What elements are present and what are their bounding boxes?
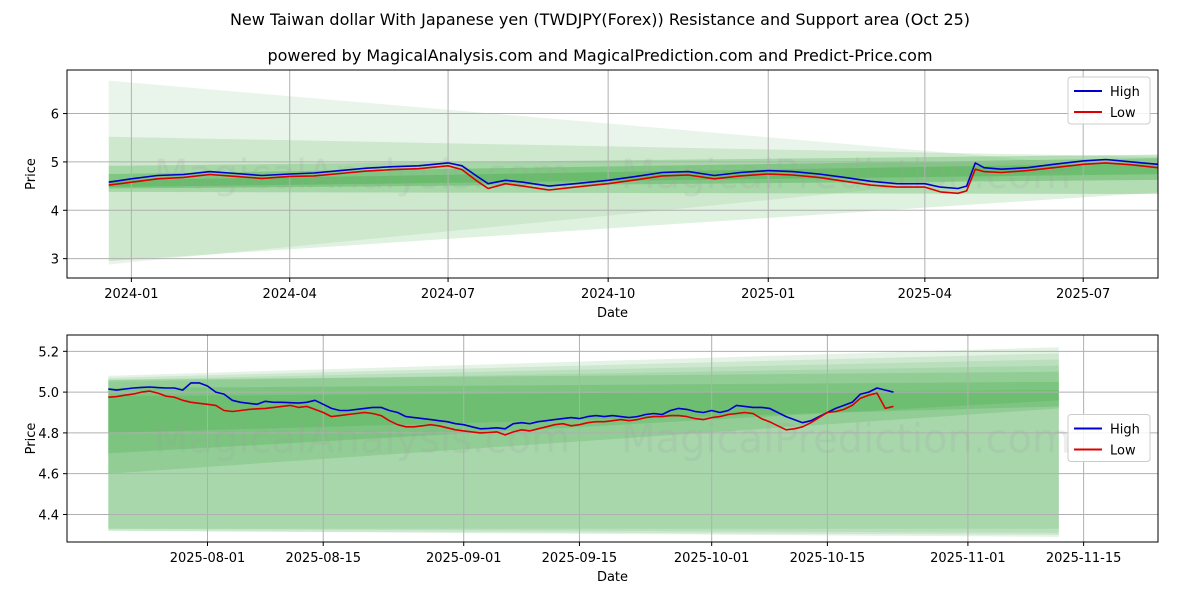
top-x-tick-label-5: 2025-01 [741,287,795,302]
top-series [108,158,1158,195]
bottom-y-axis-label: Price [24,423,39,455]
bottom-x-tick-label-8: 2025-11-15 [1046,551,1122,566]
top-legend-label-high: High [1110,85,1140,100]
top-band-1 [108,80,1084,265]
bottom-x-tick-label-2: 2025-08-15 [285,551,361,566]
bottom-x-tick-label-3: 2025-09-01 [426,551,502,566]
top-band-4 [108,158,1158,189]
chart-subtitle: powered by MagicalAnalysis.com and Magic… [267,46,933,65]
bottom-band-1 [108,347,1059,537]
bottom-series-high [108,382,894,430]
bottom-y-tick-label-3: 4.8 [38,427,59,442]
bottom-band-5 [108,371,1059,474]
bottom-y-tick-label-2: 4.6 [38,468,59,483]
chart-title: New Taiwan dollar With Japanese yen (TWD… [229,10,971,29]
top-y-tick-label-3: 5 [51,156,59,171]
bottom-legend: High Low [1067,414,1151,462]
top-legend: High Low [1067,76,1151,125]
bottom-band-7 [108,390,1059,433]
bottom-chart-panel: MagicalAnalysis.com MagicalPrediction.co… [24,334,1159,585]
top-x-tick-label-1: 2024-01 [104,287,158,302]
bottom-x-tick-label-1: 2025-08-01 [170,551,246,566]
top-y-tick-label-4: 6 [51,108,59,123]
bottom-y-tick-label-5: 5.2 [38,345,59,360]
top-legend-label-low: Low [1110,106,1136,121]
top-x-tick-label-2: 2024-04 [263,287,317,302]
top-series-high [108,158,1158,190]
bottom-y-tick-label-4: 5.0 [38,386,59,401]
top-band-5 [108,163,1158,188]
top-x-tick-label-6: 2025-04 [898,287,952,302]
top-series-low [108,162,1158,195]
top-y-axis-label: Price [24,158,39,190]
top-y-tick-label-2: 4 [51,204,59,219]
top-x-tick-label-4: 2024-10 [581,287,635,302]
bottom-band-2 [108,353,1059,535]
bottom-series-low [108,390,894,436]
bottom-x-tick-label-4: 2025-09-15 [542,551,618,566]
top-y-tick-label-1: 3 [51,253,59,268]
bottom-band-3 [108,359,1059,533]
bottom-watermark: MagicalAnalysis.com MagicalPrediction.co… [154,417,1071,463]
bottom-x-tick-label-6: 2025-10-15 [790,551,866,566]
top-x-tick-label-3: 2024-07 [421,287,475,302]
bottom-band-4 [108,365,1059,529]
bottom-y-tick-label-1: 4.4 [38,508,59,523]
bottom-legend-label-low: Low [1110,444,1136,459]
top-x-axis-label: Date [597,306,628,321]
bottom-series [108,382,894,436]
top-watermark: MagicalAnalysis.com MagicalPrediction.co… [154,152,1071,198]
bottom-bands [108,347,1059,537]
top-x-tick-label-7: 2025-07 [1056,287,1110,302]
top-axes-frame [66,69,1159,279]
bottom-x-tick-label-5: 2025-10-01 [674,551,750,566]
bottom-legend-label-high: High [1110,423,1140,438]
top-chart-panel: MagicalAnalysis.com MagicalPrediction.co… [24,69,1159,321]
bottom-x-tick-label-7: 2025-11-01 [930,551,1006,566]
bottom-axes-frame [66,334,1159,543]
bottom-x-axis-label: Date [597,570,628,585]
